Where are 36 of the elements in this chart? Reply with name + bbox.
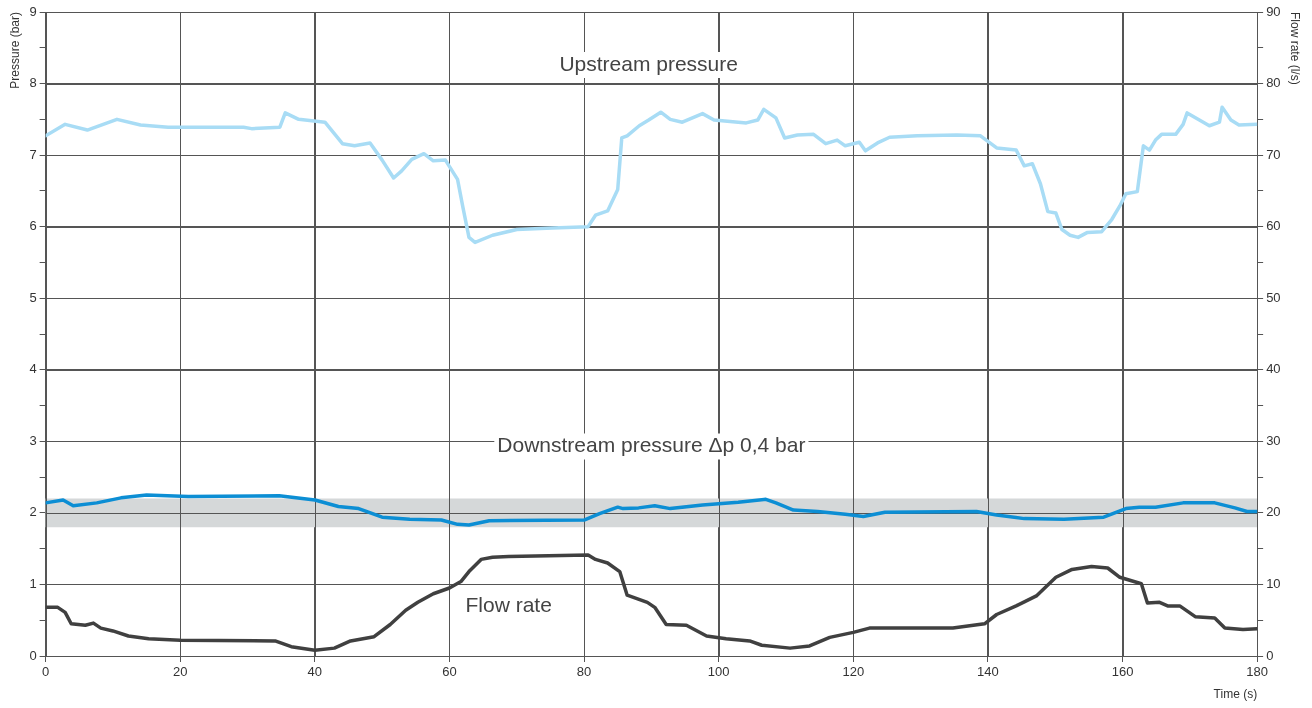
y2-tick-label: 40	[1266, 361, 1281, 377]
y-axis-title: Pressure (bar)	[7, 12, 22, 89]
y-tick-label: 7	[29, 146, 37, 162]
y2-tick-label: 0	[1266, 647, 1274, 663]
x-tick-label: 120	[842, 664, 865, 680]
y-tick-label: 2	[29, 504, 37, 520]
band-label: Downstream pressure Δp 0,4 bar	[497, 433, 806, 457]
y-tick-label: 0	[29, 647, 37, 663]
y2-tick-label: 30	[1266, 432, 1281, 448]
x-tick-label: 140	[977, 664, 999, 680]
y2-tick-label: 70	[1266, 146, 1281, 162]
x-axis-title: Time (s)	[1213, 687, 1258, 702]
x-tick-label: 80	[576, 664, 592, 680]
y-tick-label: 1	[29, 576, 37, 592]
x-tick-label: 180	[1246, 664, 1268, 680]
y2-tick-label: 80	[1266, 75, 1281, 91]
y-tick-label: 8	[29, 75, 37, 91]
y-tick-label: 5	[29, 289, 37, 305]
y2-tick-label: 90	[1266, 3, 1281, 19]
y2-tick-label: 20	[1266, 504, 1281, 520]
text: Upstream pressure	[559, 51, 738, 75]
x-tick-label: 60	[442, 664, 457, 680]
x-tick-label: 0	[42, 664, 50, 680]
y2-tick-label: 10	[1266, 576, 1281, 592]
y2-tick-label: 60	[1266, 218, 1281, 234]
series-label: Flow rate	[465, 593, 552, 617]
y-tick-label: 6	[29, 218, 37, 234]
x-tick-label: 100	[707, 664, 730, 680]
x-tick-label: 40	[307, 664, 323, 680]
x-tick-label: 20	[173, 664, 188, 680]
x-tick-label: 160	[1111, 664, 1134, 680]
y-tick-label: 4	[29, 361, 37, 377]
y2-tick-label: 50	[1266, 289, 1281, 305]
y2-axis-title: Flow rate (l/s)	[1288, 12, 1303, 85]
y-tick-label: 9	[29, 3, 37, 19]
y-tick-label: 3	[29, 432, 37, 448]
